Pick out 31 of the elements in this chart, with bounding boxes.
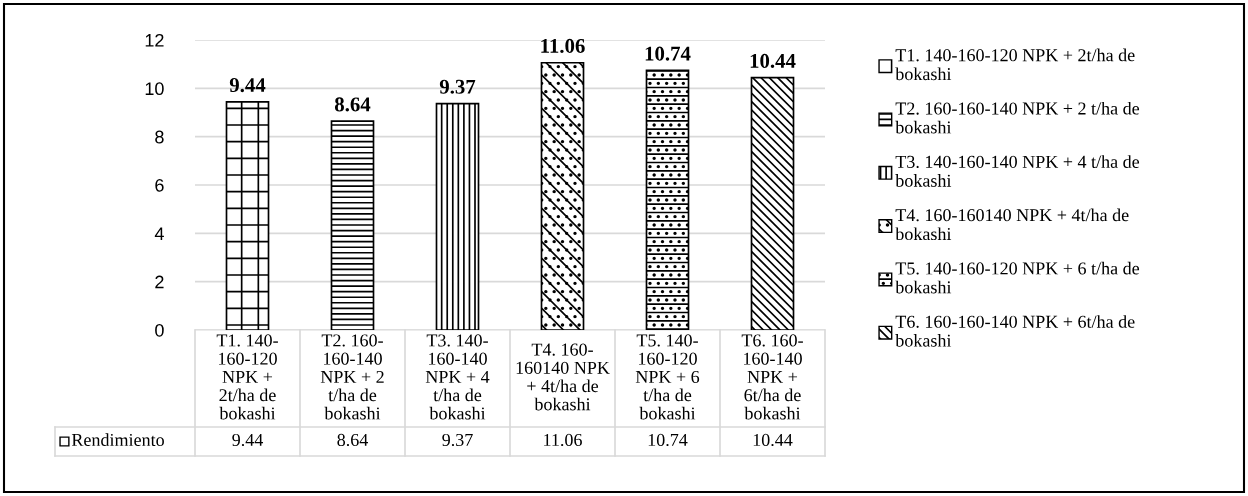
- text: Rendimiento: [71, 433, 164, 447]
- x-tick-label: T3. 140-160-140 NPK + 4 t/ha de bokashi: [425, 334, 490, 420]
- y-tick-label: 8: [155, 130, 164, 144]
- text: 9.44: [232, 433, 264, 447]
- text: 10.74: [648, 433, 688, 447]
- category-label: T2. 160-160-140 NPK + 2 t/ha de bokashi: [895, 101, 1140, 134]
- y-tick-label: 10: [145, 82, 164, 96]
- text: 10.44: [753, 433, 793, 447]
- x-tick-label: T4. 160-160140 NPK + 4t/ha de bokashi: [516, 343, 610, 411]
- category-label: T4. 160-160140 NPK + 4t/ha de bokashi: [895, 208, 1129, 241]
- category-label: T5. 140-160-120 NPK + 6 t/ha de bokashi: [895, 261, 1140, 294]
- y-tick-label: 0: [155, 323, 164, 337]
- text: 8.64: [337, 433, 369, 447]
- x-tick-label: T6. 160-160-140 NPK + 6t/ha de bokashi: [741, 334, 803, 420]
- text: 9.37: [442, 433, 473, 447]
- data-label: 9.37: [439, 79, 476, 94]
- y-tick-label: 6: [155, 178, 164, 192]
- data-label: 9.44: [229, 78, 266, 93]
- x-tick-label: T5. 140-160-120 NPK + 6 t/ha de bokashi: [635, 334, 700, 420]
- x-tick-label: T2. 160-160-140 NPK + 2 t/ha de bokashi: [320, 334, 384, 420]
- data-label: 10.74: [645, 46, 691, 61]
- category-label: T1. 140-160-120 NPK + 2t/ha de bokashi: [895, 48, 1135, 81]
- y-tick-label: 12: [145, 33, 164, 47]
- y-tick-label: 4: [154, 227, 164, 240]
- y-tick-label: 2: [155, 275, 164, 289]
- x-tick-label: T1. 140-160-120 NPK + 2t/ha de bokashi: [216, 334, 278, 420]
- text: 11.06: [544, 433, 582, 447]
- data-label: 11.06: [541, 38, 585, 54]
- data-label: 10.44: [750, 53, 796, 68]
- data-label: 8.64: [334, 97, 371, 112]
- category-label: T3. 140-160-140 NPK + 4 t/ha de bokashi: [895, 155, 1140, 187]
